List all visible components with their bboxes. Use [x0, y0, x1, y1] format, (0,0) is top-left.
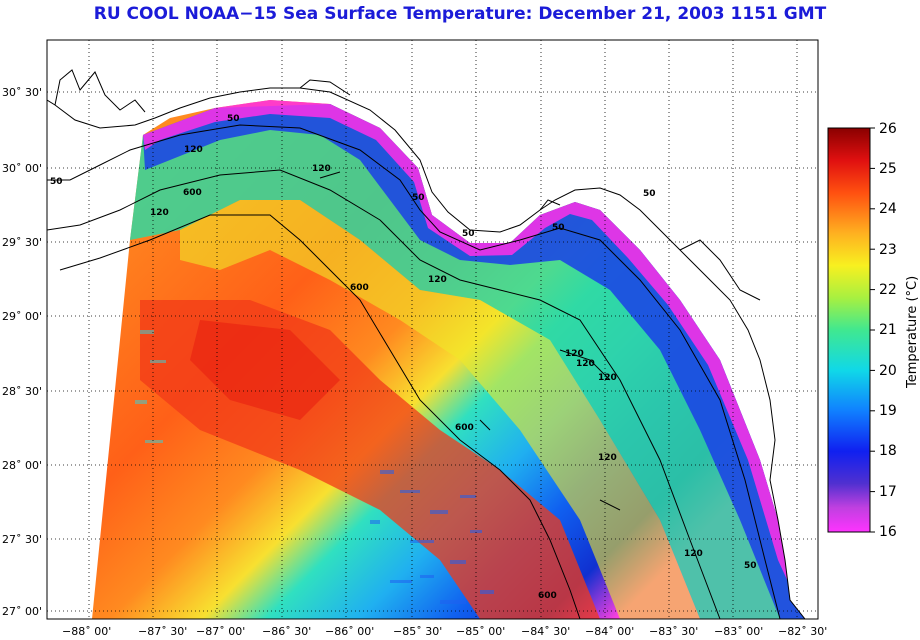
colorbar-tick-label: 22 [879, 282, 897, 298]
bathymetry-contours [47, 124, 781, 619]
contour-label: 600 [350, 283, 369, 293]
colorbar-tick-label: 20 [879, 363, 897, 379]
lon-label: −88˚ 00' [62, 625, 111, 638]
lat-label: 27˚ 00' [2, 605, 42, 618]
contour-label: 50 [552, 223, 565, 233]
contour-label: 600 [183, 188, 202, 198]
contour-label: 50 [50, 177, 63, 187]
contour-label: 50 [227, 114, 240, 124]
sst-imagery [47, 40, 818, 619]
colorbar-tick-label: 24 [879, 201, 897, 217]
lon-label: −87˚ 30' [138, 625, 187, 638]
lon-label: −83˚ 30' [649, 625, 698, 638]
contour-labels: 50 120 120 600 120 50 120 50 50 600 120 … [50, 114, 757, 601]
contour-label: 120 [428, 275, 447, 285]
colorbar-tick-label: 23 [879, 242, 897, 258]
colorbar-tick-label: 16 [879, 524, 897, 540]
lon-label: −83˚ 00' [714, 625, 763, 638]
lat-label: 30˚ 30' [2, 86, 42, 99]
lat-label: 28˚ 00' [2, 459, 42, 472]
lat-label: 28˚ 30' [2, 385, 42, 398]
contour-label: 600 [538, 591, 557, 601]
colorbar-gradient [827, 127, 871, 533]
contour-label: 50 [643, 189, 656, 199]
lon-label: −86˚ 00' [325, 625, 374, 638]
contour-label: 120 [184, 145, 203, 155]
lon-label: −87˚ 00' [196, 625, 245, 638]
lon-label: −84˚ 30' [521, 625, 570, 638]
colorbar-title: Temperature (°C) [905, 276, 920, 389]
contour-label: 120 [312, 164, 331, 174]
coastline-detail [54, 69, 761, 301]
contour-label: 120 [598, 373, 617, 383]
warm-core-2 [190, 320, 340, 420]
colorbar-tick-label: 19 [879, 403, 897, 419]
colorbar-tick-label: 25 [879, 161, 897, 177]
shelf-blue [143, 104, 818, 619]
shelf-green [130, 104, 818, 619]
noise-patch-2 [135, 330, 166, 443]
lat-label: 27˚ 30' [2, 533, 42, 546]
graticule [47, 40, 818, 619]
lon-label: −85˚ 30' [393, 625, 442, 638]
colorbar-ticks [870, 127, 875, 533]
lon-label: −84˚ 00' [585, 625, 634, 638]
map-title: RU COOL NOAA−15 Sea Surface Temperature:… [93, 4, 827, 24]
colorbar-tick-label: 21 [879, 322, 897, 338]
lat-label: 29˚ 30' [2, 236, 42, 249]
contour-label: 50 [744, 561, 757, 571]
colorbar-tick-label: 17 [879, 484, 897, 500]
lon-label: −82˚ 30' [778, 625, 827, 638]
colorbar: 26 25 24 23 22 21 20 19 18 17 16 Tempera… [827, 121, 920, 540]
contour-label: 120 [150, 208, 169, 218]
contour-label: 600 [455, 423, 474, 433]
noise-patch [370, 470, 494, 604]
contour-label: 120 [684, 549, 703, 559]
lon-label: −86˚ 30' [262, 625, 311, 638]
contour-label: 120 [598, 453, 617, 463]
contour-label: 120 [565, 349, 584, 359]
latitude-labels: 30˚ 30' 30˚ 00' 29˚ 30' 29˚ 00' 28˚ 30' … [2, 86, 42, 618]
map-frame [46, 39, 819, 620]
colorbar-tick-label: 18 [879, 443, 897, 459]
contour-label: 50 [412, 193, 425, 203]
lat-label: 29˚ 00' [2, 310, 42, 323]
colorbar-tick-label: 26 [879, 121, 897, 137]
contour-label: 120 [576, 359, 595, 369]
longitude-labels: −88˚ 00' −87˚ 30' −87˚ 00' −86˚ 30' −86˚… [62, 625, 827, 638]
lat-label: 30˚ 00' [2, 162, 42, 175]
contour-label: 50 [462, 229, 475, 239]
lon-label: −85˚ 00' [456, 625, 505, 638]
